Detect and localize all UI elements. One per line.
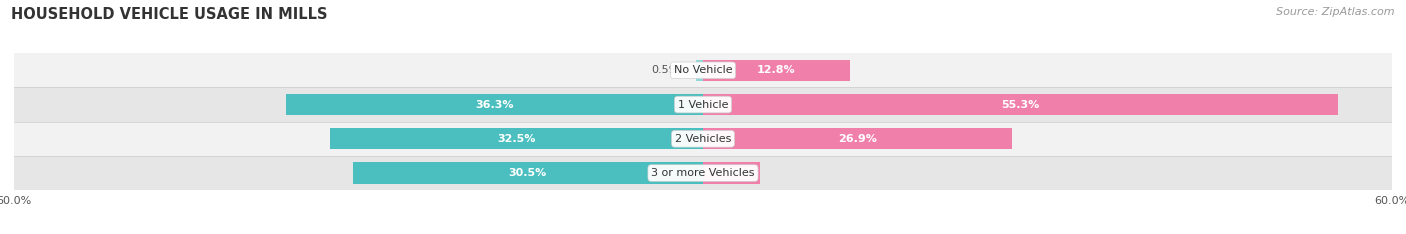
Text: 0.59%: 0.59% [651, 65, 688, 75]
Text: 2 Vehicles: 2 Vehicles [675, 134, 731, 144]
Bar [14, 156, 1392, 190]
Bar [703, 60, 851, 81]
Text: 36.3%: 36.3% [475, 99, 513, 110]
Bar [353, 162, 703, 184]
Text: 12.8%: 12.8% [758, 65, 796, 75]
Bar [14, 122, 1392, 156]
Text: HOUSEHOLD VEHICLE USAGE IN MILLS: HOUSEHOLD VEHICLE USAGE IN MILLS [11, 7, 328, 22]
Bar [287, 94, 703, 115]
Text: 55.3%: 55.3% [1001, 99, 1039, 110]
Bar [14, 53, 1392, 88]
Text: 1 Vehicle: 1 Vehicle [678, 99, 728, 110]
Bar [696, 60, 703, 81]
Text: 26.9%: 26.9% [838, 134, 877, 144]
Text: Source: ZipAtlas.com: Source: ZipAtlas.com [1277, 7, 1395, 17]
Text: 32.5%: 32.5% [498, 134, 536, 144]
Text: No Vehicle: No Vehicle [673, 65, 733, 75]
Text: 5.0%: 5.0% [717, 168, 747, 178]
Text: 30.5%: 30.5% [509, 168, 547, 178]
Bar [703, 162, 761, 184]
Bar [330, 128, 703, 150]
Text: 3 or more Vehicles: 3 or more Vehicles [651, 168, 755, 178]
Bar [14, 88, 1392, 122]
Bar [703, 94, 1339, 115]
Bar [703, 128, 1012, 150]
